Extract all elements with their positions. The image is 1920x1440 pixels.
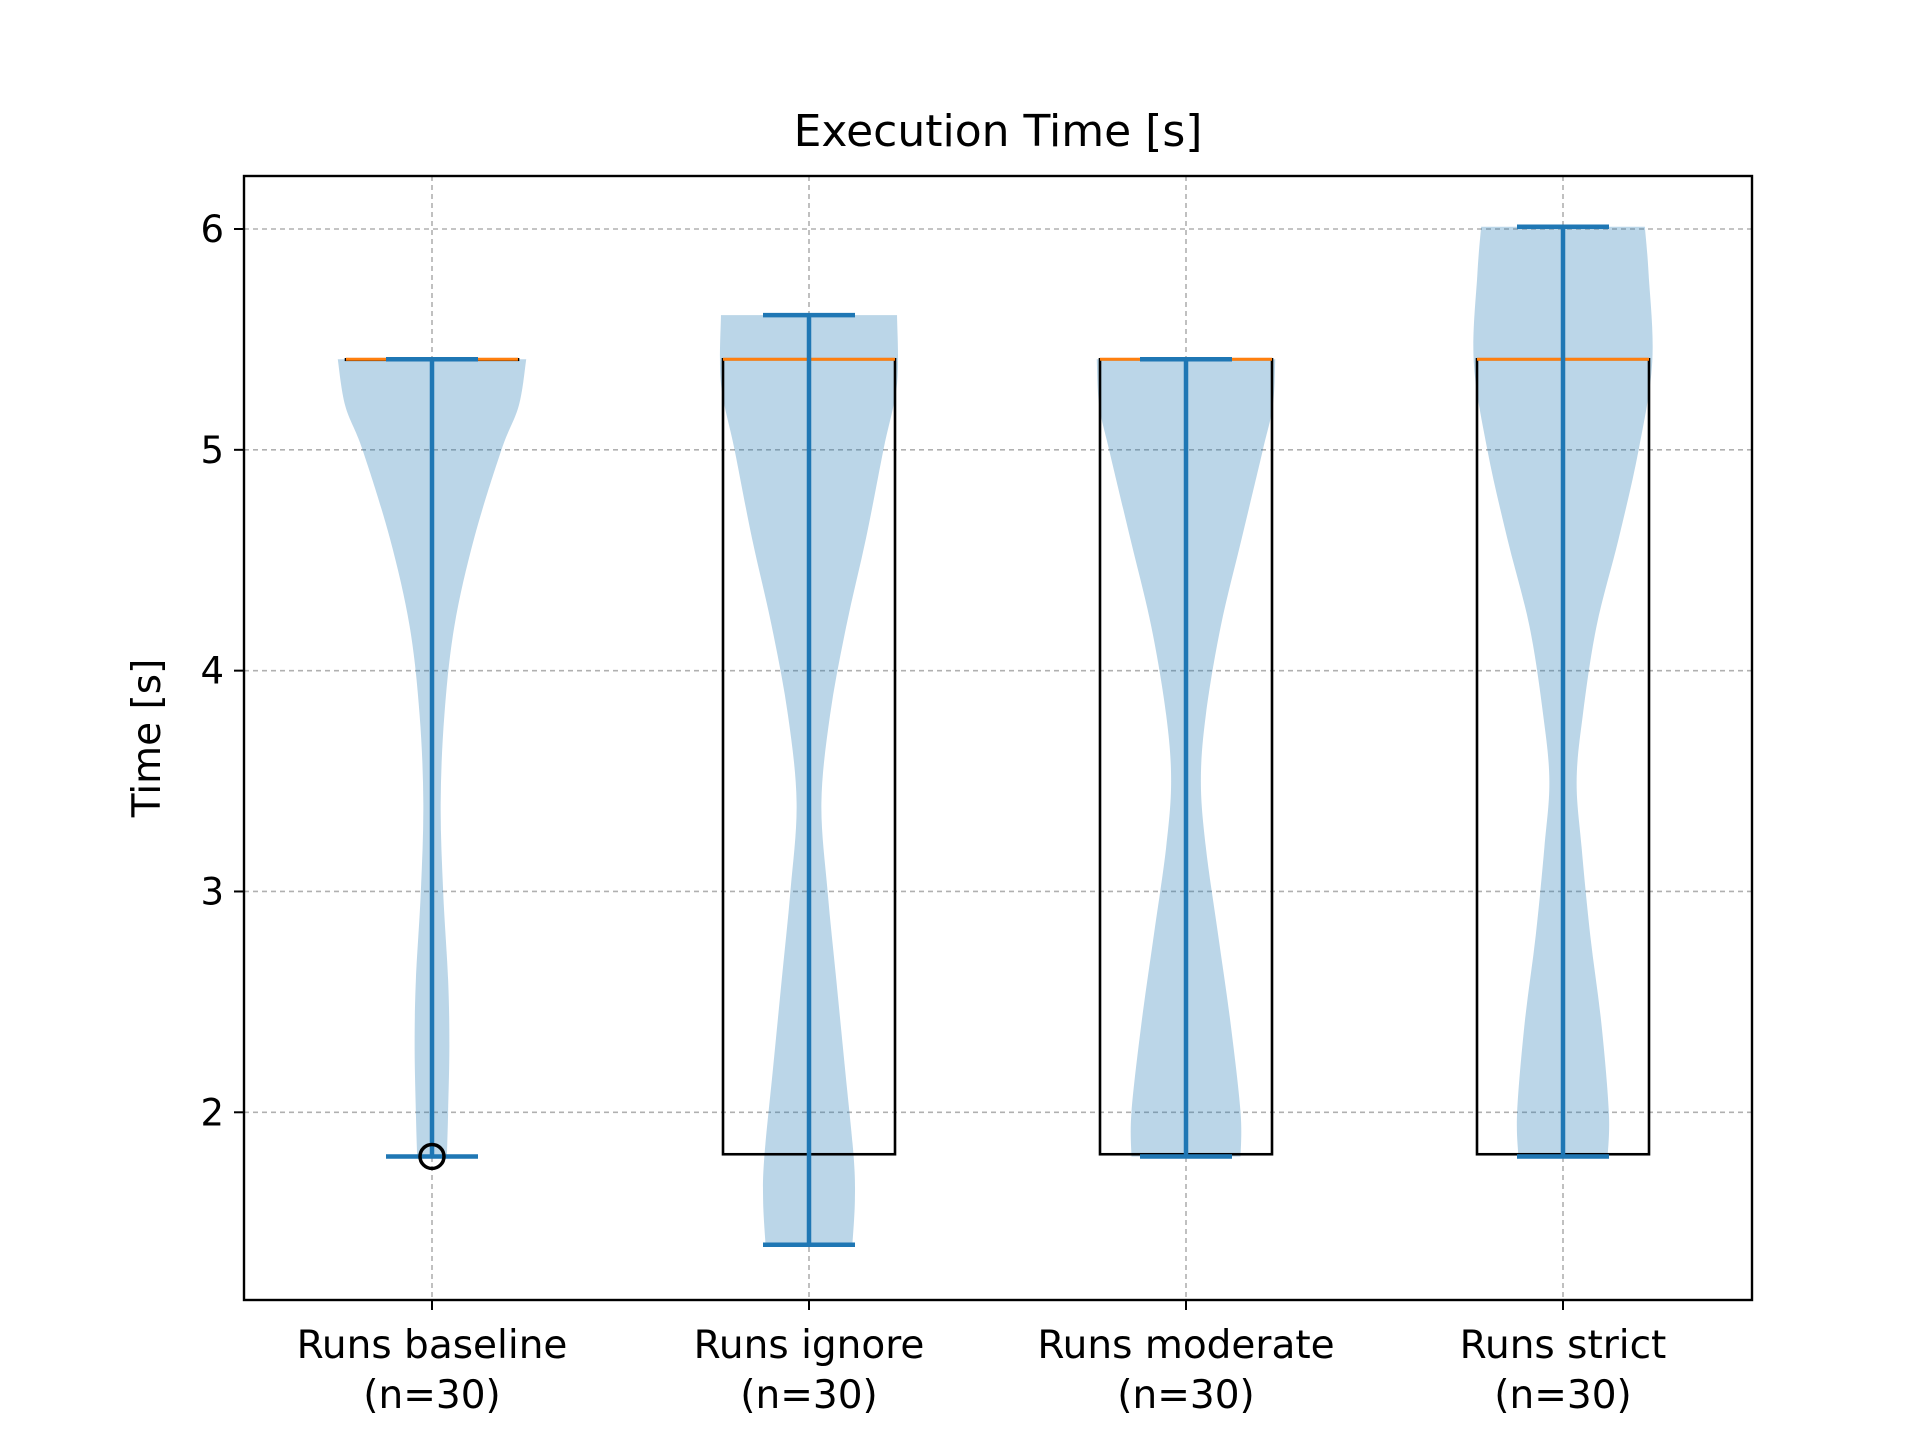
y-tick-label: 5 xyxy=(200,429,224,472)
x-tick-sublabel: (n=30) xyxy=(740,1373,877,1418)
y-axis-label: Time [s] xyxy=(125,659,170,819)
chart-title: Execution Time [s] xyxy=(794,106,1203,157)
x-tick-sublabel: (n=30) xyxy=(363,1373,500,1418)
y-tick-label: 3 xyxy=(200,870,224,913)
x-tick-label: Runs baseline xyxy=(297,1323,568,1368)
y-tick-label: 2 xyxy=(200,1091,224,1134)
violin-extrema xyxy=(386,224,1609,1248)
x-tick-sublabel: (n=30) xyxy=(1117,1373,1254,1418)
y-tick-label: 6 xyxy=(200,208,224,251)
outliers xyxy=(418,1142,446,1171)
x-tick-sublabel: (n=30) xyxy=(1494,1373,1631,1418)
outlier-point xyxy=(418,1142,446,1171)
ticks: 2 3 4 5 6 Runs baseline (n=30) Runs ignore (n=30… xyxy=(200,208,1666,1418)
x-tick-label: Runs ignore xyxy=(694,1323,925,1368)
y-tick-label: 4 xyxy=(200,650,224,693)
plot-frame xyxy=(242,174,1754,1302)
x-tick-label: Runs moderate xyxy=(1037,1323,1334,1368)
x-tick-label: Runs strict xyxy=(1460,1323,1667,1368)
